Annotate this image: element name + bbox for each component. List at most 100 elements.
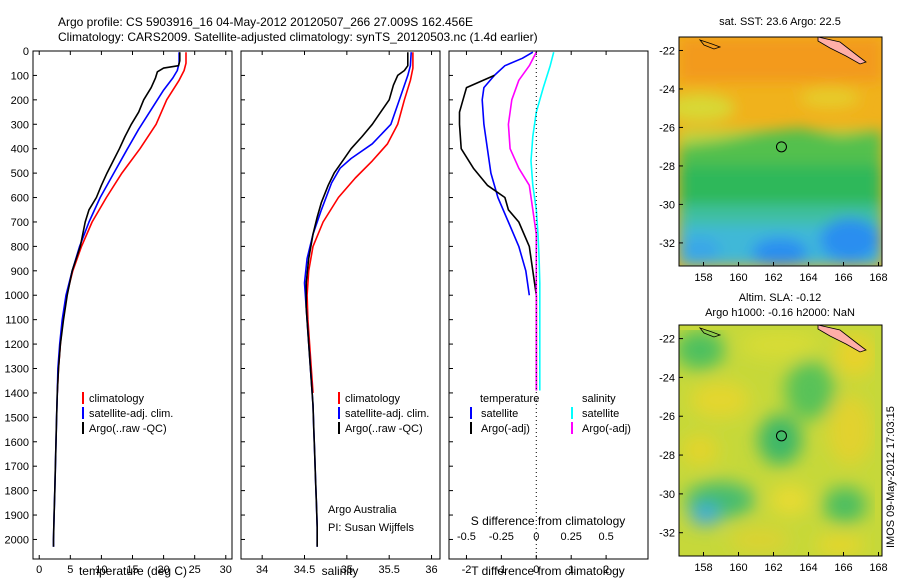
- figure-title-line2: Climatology: CARS2009. Satellite-adjuste…: [58, 30, 538, 44]
- legend-label-s-argo: Argo(-adj): [582, 423, 631, 435]
- legend-label-argo: Argo(..raw -QC): [345, 423, 423, 435]
- temperature-x-label: temperature (deg C): [79, 564, 187, 578]
- map-x-tick-label: 158: [694, 562, 712, 574]
- series-salinity-satellite: [530, 51, 555, 391]
- y-tick-label: 1900: [5, 510, 29, 522]
- profile-series-layer: [52, 51, 555, 547]
- y-tick-label: 1700: [5, 461, 29, 473]
- y-tick-label: 1100: [5, 315, 29, 327]
- y-tick-label: 700: [11, 217, 29, 229]
- x-tick-label: 34.5: [294, 564, 315, 576]
- y-tick-label: 1600: [5, 437, 29, 449]
- sst-map-image: [679, 37, 882, 266]
- pi-label: PI: Susan Wijffels: [328, 522, 414, 534]
- map-x-tick-label: 168: [869, 272, 887, 284]
- x-tick-label: 10: [95, 564, 107, 576]
- legend-title-salinity: salinity: [582, 393, 616, 405]
- y-tick-label: 500: [11, 168, 29, 180]
- map-y-tick-label: -30: [659, 199, 675, 211]
- x-tick-label: 25: [189, 564, 201, 576]
- x-tick-label: 15: [126, 564, 138, 576]
- map-y-tick-label: -30: [659, 489, 675, 501]
- sst-map-frame: [678, 36, 883, 267]
- imos-stamp: IMOS 09-May-2012 17:03:15: [885, 406, 897, 548]
- map-y-tick-label: -22: [659, 45, 675, 57]
- y-tick-label: 1500: [5, 412, 29, 424]
- temperature-x-axis: 0 5 10 15 20 25 30: [36, 51, 232, 576]
- y-tick-label: 400: [11, 144, 29, 156]
- y-tick-label: 800: [11, 241, 29, 253]
- sst-argo-marker: [775, 141, 787, 153]
- map-y-tick-label: -28: [659, 161, 675, 173]
- t-tick-label: -2: [462, 564, 472, 576]
- x-tick-label: 36: [425, 564, 437, 576]
- y-tick-label: 2000: [5, 534, 29, 546]
- x-tick-label: 30: [220, 564, 232, 576]
- map-x-tick-label: 160: [729, 562, 747, 574]
- map-x-tick-label: 166: [834, 272, 852, 284]
- legend-label-satellite-adj: satellite-adj. clim.: [89, 408, 173, 420]
- t-tick-label: -1: [496, 564, 506, 576]
- map-x-tick-label: 162: [764, 272, 782, 284]
- sla-map-frame: [678, 324, 883, 557]
- sla-map-title-line1: Altim. SLA: -0.12: [739, 292, 822, 304]
- temperature-legend: climatology satellite-adj. clim. Argo(..…: [82, 392, 173, 435]
- salinity-panel-frame: [240, 50, 441, 560]
- legend-title-temperature: temperature: [480, 393, 539, 405]
- map-y-tick-label: -32: [659, 238, 675, 250]
- y-tick-label: 1400: [5, 388, 29, 400]
- map-y-tick-label: -26: [659, 122, 675, 134]
- series-argo-raw-qc: [305, 52, 409, 547]
- s-tick-label: -0.25: [489, 531, 514, 543]
- argo-australia-label: Argo Australia: [328, 504, 397, 516]
- map-y-tick-label: -24: [659, 84, 675, 96]
- sla-map-axes: 158 160 162 164 166 168 -22 -24 -26 -28 -30 -32: [659, 334, 888, 574]
- legend-label-climatology: climatology: [345, 393, 401, 405]
- salinity-x-axis: 34 34.5 35 35.5 36: [256, 51, 438, 576]
- series-temperature-argo-adj: [458, 74, 538, 391]
- salinity-legend: climatology satellite-adj. clim. Argo(..…: [338, 392, 429, 435]
- map-y-tick-label: -32: [659, 528, 675, 540]
- t-tick-label: 2: [603, 564, 609, 576]
- map-x-tick-label: 162: [764, 562, 782, 574]
- sst-map-axes: 158 160 162 164 166 168 -22 -24 -26 -28 -30 -32: [659, 45, 888, 284]
- sla-map-title-line2: Argo h1000: -0.16 h2000: NaN: [705, 307, 855, 319]
- series-temperature-satellite: [481, 51, 534, 296]
- map-y-tick-label: -24: [659, 372, 675, 384]
- sst-map-title: sat. SST: 23.6 Argo: 22.5: [719, 16, 841, 28]
- sla-map-image: [679, 325, 882, 556]
- y-tick-label: 100: [11, 70, 29, 82]
- difference-panel-frame: [448, 50, 649, 560]
- y-tick-label: 1000: [5, 290, 29, 302]
- y-tick-label: 1800: [5, 486, 29, 498]
- y-tick-label: 1300: [5, 364, 29, 376]
- series-satellite-adj-clim: [52, 52, 180, 547]
- y-tick-label: 300: [11, 119, 29, 131]
- map-x-tick-label: 158: [694, 272, 712, 284]
- t-tick-label: 1: [568, 564, 574, 576]
- map-x-tick-label: 166: [834, 562, 852, 574]
- map-x-tick-label: 164: [799, 562, 817, 574]
- s-difference-label: S difference from climatology: [471, 514, 626, 528]
- legend-label-argo: Argo(..raw -QC): [89, 423, 167, 435]
- y-tick-label: 200: [11, 95, 29, 107]
- x-tick-label: 0: [36, 564, 42, 576]
- difference-legend: temperature satellite Argo(-adj) salinit…: [470, 393, 631, 435]
- x-tick-label: 5: [67, 564, 73, 576]
- series-satellite-adj-clim: [303, 52, 412, 547]
- salinity-x-label: salinity: [322, 564, 359, 578]
- legend-label-t-argo: Argo(-adj): [481, 423, 530, 435]
- series-climatology: [306, 52, 414, 393]
- legend-label-s-satellite: satellite: [582, 408, 619, 420]
- map-x-tick-label: 160: [729, 272, 747, 284]
- legend-label-t-satellite: satellite: [481, 408, 518, 420]
- y-tick-label: 1200: [5, 339, 29, 351]
- x-tick-label: 34: [256, 564, 268, 576]
- figure-title-line1: Argo profile: CS 5903916_16 04-May-2012 …: [58, 15, 473, 29]
- x-tick-label: 20: [157, 564, 169, 576]
- series-salinity-argo-adj: [507, 51, 538, 391]
- map-x-tick-label: 164: [799, 272, 817, 284]
- y-tick-label: 0: [23, 46, 29, 58]
